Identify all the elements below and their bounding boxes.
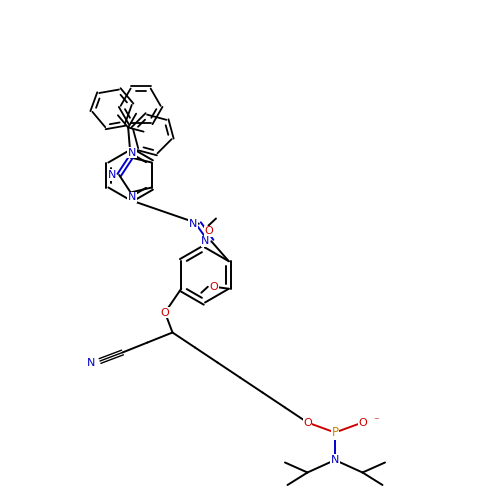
Text: N: N — [188, 219, 197, 229]
Text: N: N — [108, 170, 116, 180]
Text: O: O — [358, 418, 367, 428]
Text: N: N — [128, 148, 136, 158]
Text: N: N — [331, 455, 339, 465]
Text: O: O — [303, 418, 312, 428]
Text: O: O — [160, 308, 170, 318]
Text: P: P — [332, 426, 338, 439]
Text: N: N — [87, 358, 95, 368]
Text: ⁻: ⁻ — [374, 416, 380, 426]
Text: O: O — [210, 282, 218, 292]
Text: O: O — [204, 226, 213, 236]
Text: N: N — [128, 192, 136, 202]
Text: N: N — [201, 236, 209, 246]
